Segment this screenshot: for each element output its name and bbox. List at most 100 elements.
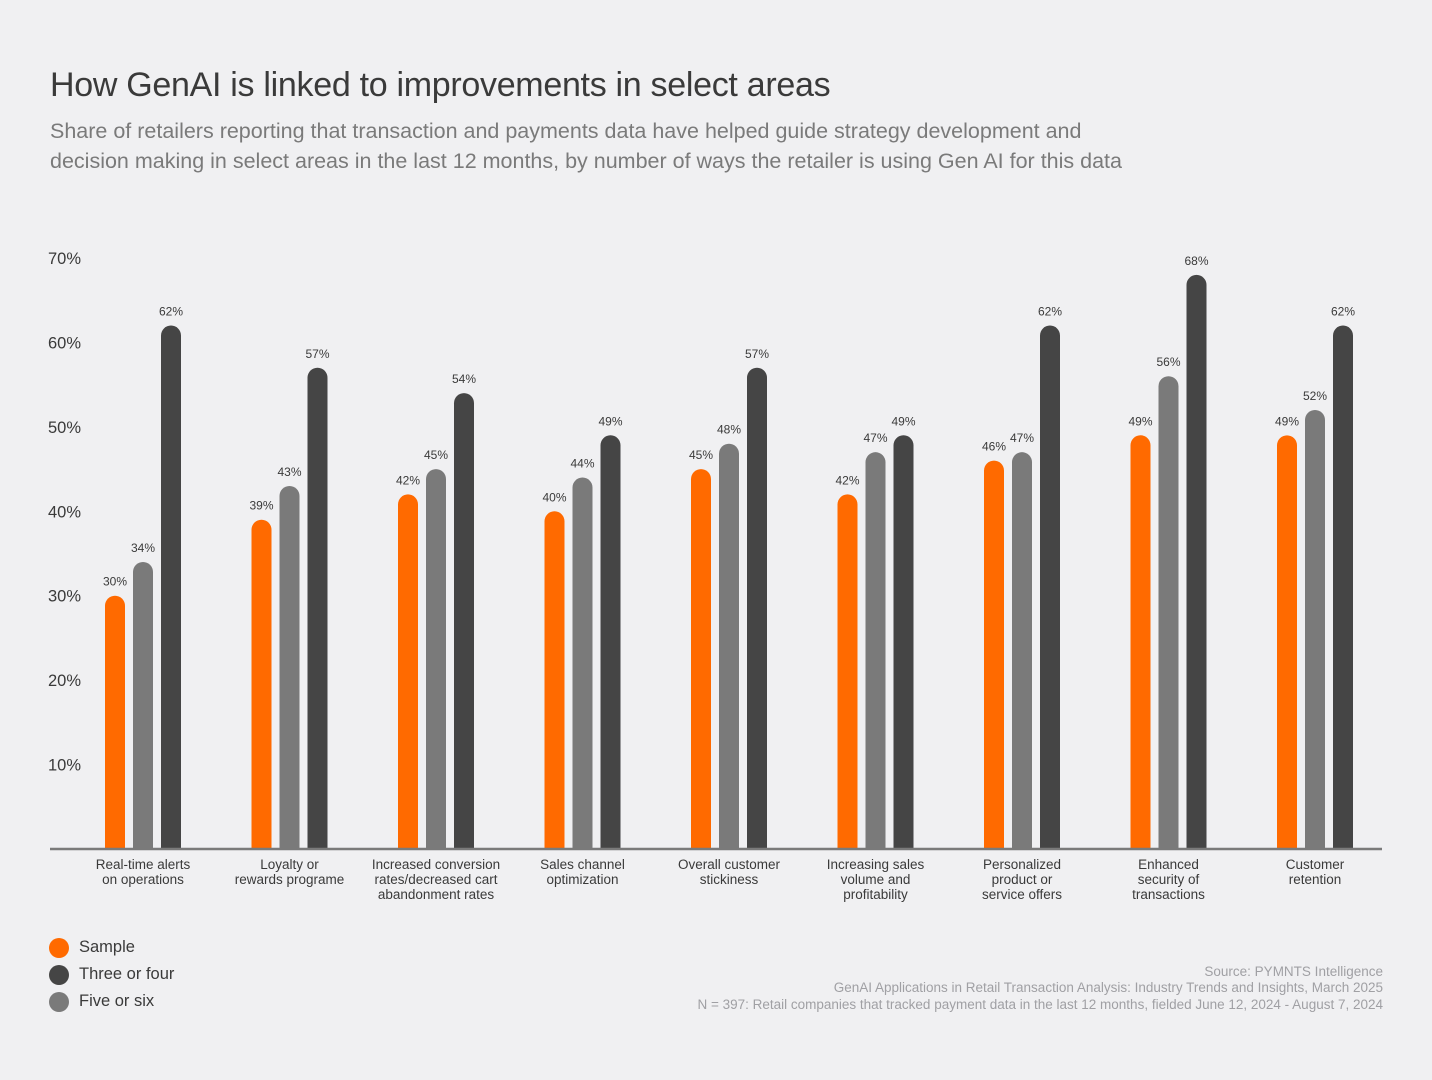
legend-item-five-or-six: Five or six	[49, 988, 174, 1015]
x-tick-label-line: on operations	[102, 872, 184, 887]
x-tick-label-line: Real-time alerts	[96, 857, 191, 872]
bar	[837, 494, 858, 849]
x-tick-label-line: Enhanced	[1138, 857, 1199, 872]
bar	[544, 511, 565, 849]
bar	[454, 393, 474, 849]
bar	[984, 460, 1004, 849]
legend-swatch-three-or-four	[49, 964, 69, 985]
x-tick-label-line: profitability	[843, 887, 908, 902]
data-label: 45%	[424, 448, 448, 462]
legend: Sample Three or four Five or six	[49, 934, 174, 1015]
data-label: 40%	[542, 490, 566, 504]
bar	[1158, 376, 1179, 849]
bar	[307, 367, 328, 849]
x-tick-label-line: volume and	[841, 872, 911, 887]
x-tick-label-line: Customer	[1286, 857, 1345, 872]
bar	[1277, 435, 1297, 849]
x-tick-label: Enhanced security of transactions	[1132, 857, 1205, 902]
source-line-1: Source: PYMNTS Intelligence	[1204, 964, 1383, 979]
legend-item-three-or-four: Three or four	[49, 961, 174, 988]
data-label: 49%	[598, 414, 622, 428]
x-tick-label-line: Increased conversion	[372, 857, 500, 872]
data-label: 49%	[1275, 414, 1299, 428]
x-tick-label-line: Sales channel	[540, 857, 625, 872]
x-tick-label: Sales channel optimization	[540, 857, 625, 887]
x-tick-label-line: service offers	[982, 887, 1062, 902]
data-label: 62%	[1038, 305, 1062, 319]
chart-subtitle: Share of retailers reporting that transa…	[50, 116, 1390, 176]
x-tick-label-line: optimization	[546, 872, 618, 887]
x-tick-label-line: security of	[1138, 872, 1200, 887]
data-label: 43%	[277, 465, 301, 479]
x-tick-label: Increasing sales volume and profitability	[827, 857, 925, 902]
data-label: 62%	[159, 305, 183, 319]
source-line-3: N = 397: Retail companies that tracked p…	[697, 996, 1383, 1012]
x-tick-label-line: rewards programe	[235, 872, 345, 887]
bar	[1012, 452, 1032, 849]
data-label: 62%	[1331, 305, 1355, 319]
legend-item-sample: Sample	[49, 934, 174, 961]
y-tick-label: 10%	[48, 757, 81, 775]
data-label: 54%	[452, 372, 476, 386]
bar	[1186, 274, 1207, 849]
data-label: 52%	[1303, 389, 1327, 403]
legend-swatch-five-or-six	[49, 991, 69, 1012]
x-tick-label-line: stickiness	[700, 872, 759, 887]
bar	[1040, 325, 1060, 850]
legend-label-sample: Sample	[79, 938, 135, 956]
x-tick-label-line: transactions	[1132, 887, 1205, 902]
legend-label-three-or-four: Three or four	[79, 965, 175, 983]
data-label: 30%	[103, 575, 127, 589]
bar	[398, 494, 418, 849]
subtitle-line-2: decision making in select areas in the l…	[50, 149, 1122, 173]
x-tick-label-line: rates/decreased cart	[374, 872, 497, 887]
legend-swatch-sample	[49, 937, 69, 958]
bar	[105, 595, 125, 849]
data-label: 57%	[305, 347, 329, 361]
source-notes: Source: PYMNTS Intelligence GenAI Applic…	[697, 964, 1383, 1013]
subtitle-line-1: Share of retailers reporting that transa…	[50, 119, 1082, 143]
bar	[279, 485, 300, 849]
data-label: 47%	[1010, 431, 1034, 445]
data-label: 42%	[835, 473, 859, 487]
x-tick-label-line: Overall customer	[678, 857, 781, 872]
x-tick-label-line: retention	[1289, 872, 1342, 887]
bar	[719, 443, 739, 849]
x-tick-label: Loyalty or rewards programe	[235, 857, 345, 887]
data-label: 45%	[689, 448, 713, 462]
x-tick-label: Personalized product or service offers	[982, 857, 1062, 902]
x-tick-label: Real-time alerts on operations	[96, 857, 191, 887]
data-label: 56%	[1156, 355, 1180, 369]
x-tick-label: Increased conversion rates/decreased cart…	[372, 857, 500, 902]
bar	[426, 469, 446, 849]
data-label: 57%	[745, 347, 769, 361]
bar	[133, 561, 153, 849]
data-label: 46%	[982, 440, 1006, 454]
data-label: 42%	[396, 473, 420, 487]
bar	[600, 435, 621, 849]
bar	[161, 325, 181, 850]
x-tick-label-line: Loyalty or	[260, 857, 319, 872]
bar	[865, 452, 886, 849]
y-tick-label: 60%	[48, 334, 81, 352]
y-tick-label: 20%	[48, 672, 81, 690]
x-tick-label: Customer retention	[1286, 857, 1345, 887]
bar	[251, 519, 272, 849]
bar	[691, 469, 711, 849]
y-tick-label: 50%	[48, 419, 81, 437]
data-label: 49%	[1128, 414, 1152, 428]
x-tick-label: Overall customer stickiness	[678, 857, 781, 887]
bar	[1333, 325, 1353, 850]
x-tick-label-line: Increasing sales	[827, 857, 925, 872]
bar	[572, 477, 593, 849]
bar	[1305, 409, 1325, 849]
bar	[747, 367, 767, 849]
x-tick-label-line: Personalized	[983, 857, 1061, 872]
data-label: 47%	[863, 431, 887, 445]
data-label: 49%	[891, 414, 915, 428]
y-tick-label: 40%	[48, 503, 81, 521]
data-label: 34%	[131, 541, 155, 555]
chart-title: How GenAI is linked to improvements in s…	[50, 66, 831, 104]
legend-label-five-or-six: Five or six	[79, 992, 155, 1010]
